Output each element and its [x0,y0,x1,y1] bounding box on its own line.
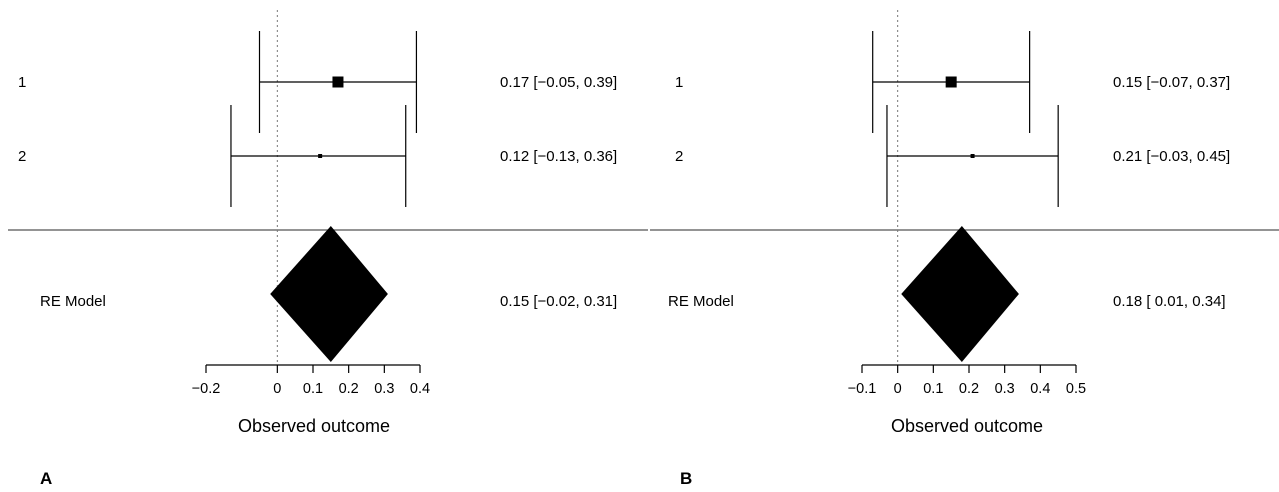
panel-b-study-2-label: 2 [675,148,683,165]
panel-a: 1 0.17 [−0.05, 0.39] 2 0.12 [−0.13, 0.36] R… [8,10,648,488]
panel-a-studies: 1 0.17 [−0.05, 0.39] 2 0.12 [−0.13, 0.36] [18,31,617,207]
panel-b-x-tick-label: 0.5 [1066,381,1086,397]
panel-b-study-2-point [970,154,975,158]
panel-a-summary-label: RE Model [40,293,106,310]
panel-a-study-1-ci-text: 0.17 [−0.05, 0.39] [500,74,617,91]
panel-a-x-tick-label: 0 [273,381,281,397]
panel-b-x-tick-label: −0.1 [848,381,877,397]
panel-b-x-axis-label: Observed outcome [891,416,1043,436]
panel-b-study-1-ci-text: 0.15 [−0.07, 0.37] [1113,74,1230,91]
panel-b-summary-diamond [901,226,1019,362]
panel-a-summary-diamond [270,226,388,362]
panel-b-x-tick-label: 0 [894,381,902,397]
panel-a-x-axis-label: Observed outcome [238,416,390,436]
panel-b-study-2-ci-text: 0.21 [−0.03, 0.45] [1113,148,1230,165]
panel-b-x-tick-label: 0.4 [1030,381,1050,397]
panel-b-label: B [680,469,692,488]
panel-b-x-tick-label: 0.2 [959,381,979,397]
panel-a-x-tick-label: 0.4 [410,381,430,397]
panel-b-x-axis: −0.1 0 0.1 0.2 0.3 0.4 0.5 [848,364,1086,397]
panel-a-x-tick-label: −0.2 [192,381,221,397]
panel-a-study-2-ci-text: 0.12 [−0.13, 0.36] [500,148,617,165]
panel-a-study-1-point [332,76,344,88]
panel-a-label: A [40,469,52,488]
panel-a-study-2-point [318,154,323,158]
panel-b-studies: 1 0.15 [−0.07, 0.37] 2 0.21 [−0.03, 0.45] [675,31,1230,207]
panel-b-study-1-label: 1 [675,74,683,91]
panel-b-x-tick-label: 0.1 [923,381,943,397]
panel-a-x-axis: −0.2 0 0.1 0.2 0.3 0.4 [192,364,430,397]
panel-b-summary-label: RE Model [668,293,734,310]
panel-a-study-2-label: 2 [18,148,26,165]
panel-a-x-tick-label: 0.2 [339,381,359,397]
panel-a-summary-ci-text: 0.15 [−0.02, 0.31] [500,293,617,310]
panel-b-summary-ci-text: 0.18 [ 0.01, 0.34] [1113,293,1226,310]
panel-b: 1 0.15 [−0.07, 0.37] 2 0.21 [−0.03, 0.45] R… [650,10,1279,488]
panel-b-x-tick-label: 0.3 [995,381,1015,397]
panel-b-study-1-point [945,76,957,88]
panel-a-x-tick-label: 0.1 [303,381,323,397]
panel-a-x-tick-label: 0.3 [374,381,394,397]
panel-a-study-1-label: 1 [18,74,26,91]
